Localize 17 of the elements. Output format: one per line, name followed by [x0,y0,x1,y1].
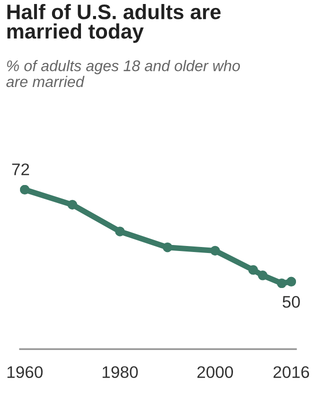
chart-subtitle: % of adults ages 18 and older who are married [6,60,240,88]
point [286,276,296,287]
chart-title: Half of U.S. adults are married today [7,4,221,43]
point [276,278,287,288]
point [67,200,78,210]
data-label: 72 [12,163,30,176]
data-label: 50 [282,296,300,308]
x-tick-label: 2016 [274,366,310,378]
point [162,242,172,252]
point [248,265,258,275]
x-tick-label: 1960 [7,366,43,378]
point [20,185,30,195]
x-tick-label: 2000 [197,366,233,378]
point [210,246,220,256]
point [258,270,268,280]
x-tick-label: 1980 [102,366,138,378]
point [115,226,125,236]
